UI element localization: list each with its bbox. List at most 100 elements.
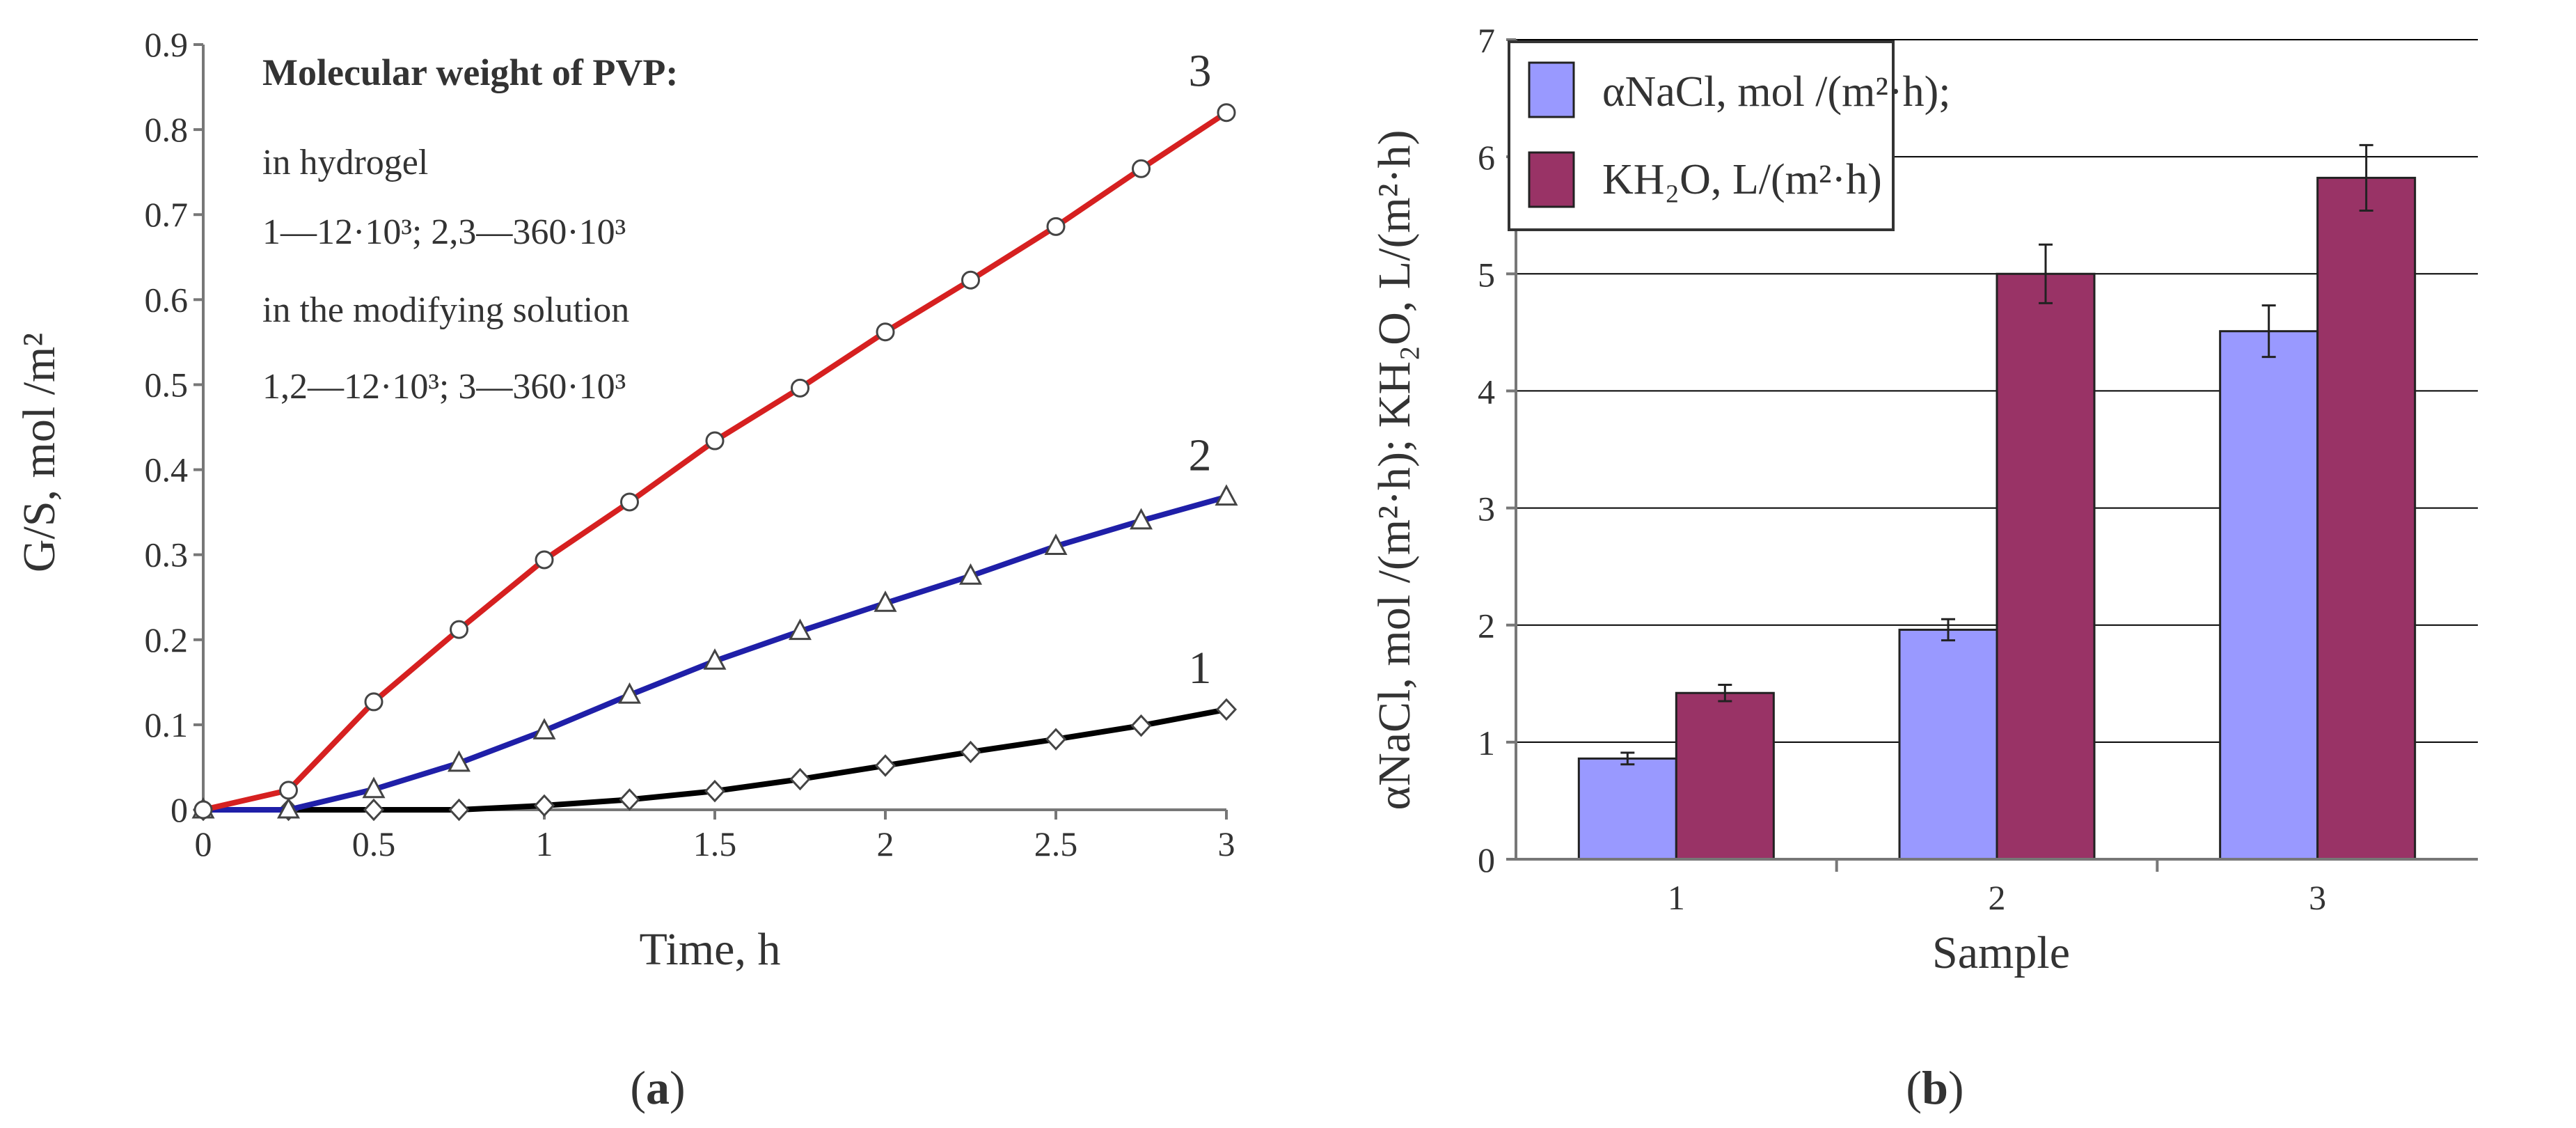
a-marker-circle: [876, 322, 895, 342]
a-y-tick-label: 0.2: [145, 620, 189, 659]
a-x-axis-title: Time, h: [640, 924, 781, 975]
a-marker-circle: [1046, 217, 1066, 236]
a-marker-diamond: [874, 754, 896, 777]
a-y-tick-label: 0.1: [145, 705, 189, 744]
a-marker-circle: [791, 378, 809, 398]
a-y-axis-title: G/S, mol /m²: [14, 333, 65, 572]
b-y-axis-title: αNaCl, mol /(m²·h); KH₂O, L/(m²·h): [1369, 130, 1420, 810]
bar-chart-panel-b: 0 1 2 3 4 5 6 7 1 2 3 Sample αNaCl, mol /(m²·h); …: [1369, 21, 2478, 1114]
a-marker-triangle: [874, 590, 897, 612]
a-marker-diamond: [363, 798, 385, 822]
a-marker-triangle: [703, 648, 727, 670]
a-annotation-line: 1,2—12·10³; 3—360·10³: [262, 367, 626, 407]
panel-label-b: (b): [1906, 1061, 1963, 1114]
a-marker-circle: [1132, 159, 1151, 178]
b-bar-alpha-nacl-sample-3: [2219, 330, 2319, 861]
a-y-tick-label: 0: [171, 790, 188, 829]
b-y-tick-label: 5: [1478, 255, 1495, 294]
a-y-tick-label: 0.4: [145, 451, 189, 489]
a-series-2: 2: [191, 430, 1238, 819]
b-y-tick-label: 7: [1478, 21, 1495, 60]
legend-label-k-h2o: KH₂O, L/(m²·h): [1602, 156, 1882, 203]
b-error-bars: [1620, 143, 2373, 766]
a-marker-diamond: [1045, 728, 1067, 751]
b-bar-alpha-nacl-sample-1: [1577, 757, 1677, 861]
a-marker-diamond: [619, 788, 640, 811]
a-y-tick-label: 0.8: [145, 110, 189, 149]
a-marker-triangle: [1044, 533, 1068, 555]
b-x-tick-label: 1: [1668, 878, 1685, 917]
a-x-tick-label: 3: [1218, 824, 1235, 863]
b-bar-k-h2o-sample-3: [2316, 176, 2417, 861]
a-x-tick-label: 2: [877, 824, 894, 863]
a-x-tick-label: 1.5: [693, 824, 737, 863]
a-marker-diamond: [1130, 714, 1152, 737]
a-x-tick-label: 1: [536, 824, 553, 863]
b-y-tick-label: 2: [1478, 606, 1495, 645]
a-annotation-line: in the modifying solution: [262, 290, 629, 330]
a-x-tick-labels: 0 0.5 1 1.5 2 2.5 3: [195, 824, 1235, 863]
a-marker-circle: [279, 781, 298, 800]
a-marker-circle: [705, 431, 725, 451]
b-y-tick-label: 3: [1478, 489, 1495, 528]
a-series-group: 1 2 3: [191, 46, 1238, 822]
a-marker-diamond: [704, 779, 726, 803]
a-annotation-title: Molecular weight of PVP:: [262, 52, 678, 93]
b-bar-alpha-nacl-sample-2: [1898, 628, 1998, 861]
a-y-tick-labels: 0 0.1 0.2 0.3 0.4 0.5 0.6 0.7 0.8 0.9: [145, 25, 189, 829]
b-x-tick-labels: 1 2 3: [1668, 878, 2326, 917]
a-series-3: 3: [193, 46, 1236, 820]
a-marker-triangle: [362, 776, 386, 799]
b-bars-group: [1577, 176, 2417, 861]
legend-swatch-k-h2o: [1528, 151, 1575, 208]
a-marker-circle: [1217, 103, 1236, 123]
a-marker-diamond: [1215, 698, 1238, 721]
a-series-label-3: 3: [1189, 46, 1212, 97]
line-chart-panel-a: 0 0.1 0.2 0.3 0.4 0.5 0.6 0.7 0.8 0.9 0 0.5 1 1.5 2 2.…: [14, 25, 1238, 1114]
a-marker-triangle: [276, 797, 301, 819]
a-annotation-line: in hydrogel: [262, 143, 428, 182]
a-marker-circle: [193, 800, 213, 820]
a-marker-circle: [620, 492, 639, 512]
a-x-tick-label: 2.5: [1034, 824, 1078, 863]
a-series-label-2: 2: [1189, 430, 1212, 481]
a-marker-triangle: [447, 750, 471, 772]
b-bar-k-h2o-sample-2: [1996, 272, 2096, 861]
a-marker-circle: [535, 550, 554, 570]
a-y-tick-label: 0.9: [145, 25, 189, 64]
a-x-tick-label: 0.5: [352, 824, 396, 863]
a-y-tick-label: 0.3: [145, 535, 189, 574]
b-y-tick-label: 4: [1478, 372, 1495, 411]
a-y-tick-label: 0.5: [145, 365, 189, 404]
a-x-tick-label: 0: [195, 824, 212, 863]
b-x-tick-label: 3: [2309, 878, 2326, 917]
a-annotation-line: 1—12·10³; 2,3—360·10³: [262, 212, 626, 252]
a-marker-diamond: [533, 794, 555, 817]
a-marker-triangle: [788, 618, 812, 641]
a-marker-triangle: [1129, 508, 1153, 530]
legend-swatch-alpha-nacl: [1528, 61, 1575, 118]
a-series-label-1: 1: [1189, 643, 1212, 694]
b-x-tick-label: 2: [1989, 878, 2006, 917]
legend-label-alpha-nacl: αNaCl, mol /(m²·h);: [1602, 68, 1951, 116]
a-marker-triangle: [1215, 484, 1238, 506]
a-marker-circle: [961, 270, 980, 290]
b-y-tick-label: 6: [1478, 138, 1495, 177]
a-marker-triangle: [958, 563, 983, 585]
b-y-tick-label: 1: [1478, 723, 1495, 762]
a-marker-triangle: [532, 718, 556, 739]
b-y-tick-labels: 0 1 2 3 4 5 6 7: [1478, 21, 1495, 879]
a-y-tick-label: 0.7: [145, 195, 189, 234]
a-y-tick-label: 0.6: [145, 280, 189, 319]
a-marker-diamond: [789, 767, 811, 791]
b-y-tick-label: 0: [1478, 840, 1495, 879]
a-marker-diamond: [448, 798, 470, 822]
a-marker-diamond: [960, 740, 981, 764]
a-marker-triangle: [617, 682, 642, 704]
a-marker-circle: [364, 692, 384, 712]
b-bar-k-h2o-sample-1: [1675, 691, 1775, 861]
legend: αNaCl, mol /(m²·h); KH₂O, L/(m²·h): [1508, 40, 1951, 231]
panel-label-a: (a): [630, 1061, 685, 1114]
a-marker-circle: [450, 620, 468, 639]
